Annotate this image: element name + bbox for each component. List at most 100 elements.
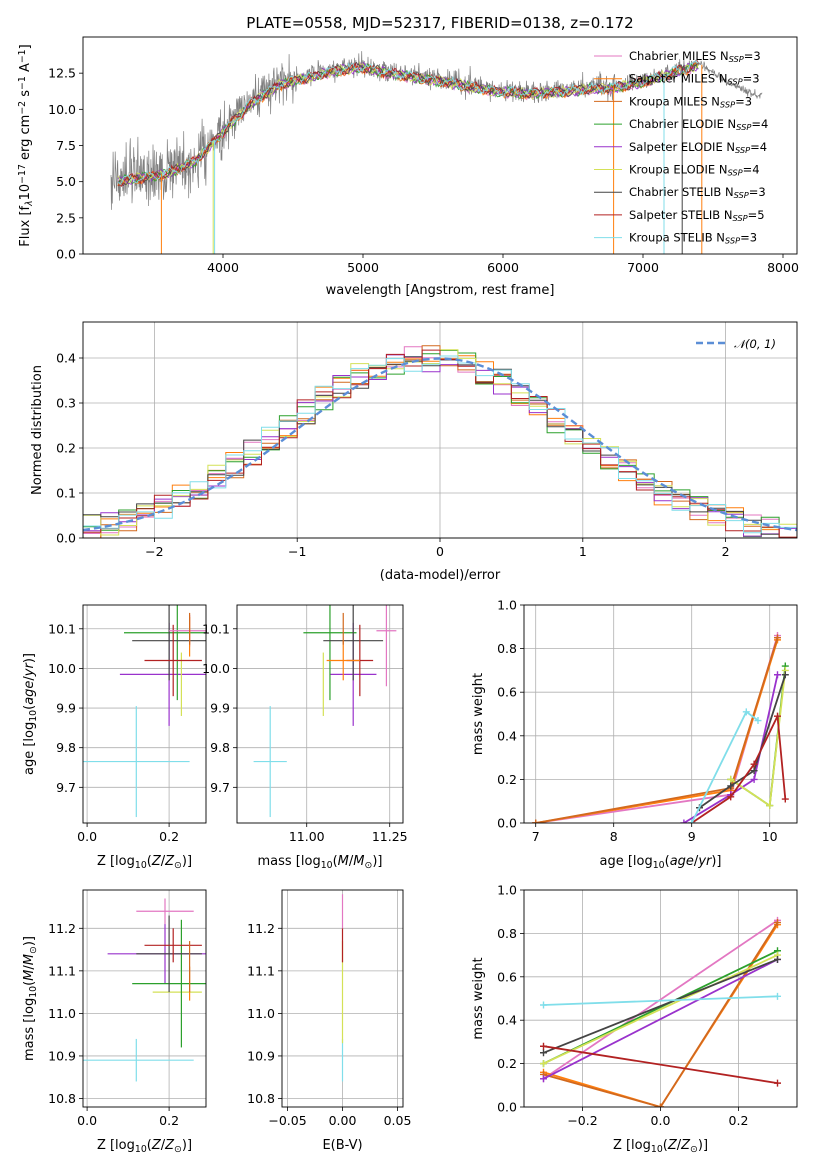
label-part: M (22, 970, 37, 981)
y-tick-label: 0.1 (56, 486, 76, 501)
y-tick-label: 11.1 (48, 963, 76, 978)
x-tick-label: 0.05 (384, 1113, 412, 1128)
ebv-mass-panel: −0.05 0.00 0.05 10.8 10.9 11.0 11.1 11.2 E(B-V) (247, 889, 412, 1153)
label-part: ⊙ (174, 860, 182, 871)
label-part: yr (22, 661, 37, 677)
y-tick-label: 0.0 (56, 531, 76, 546)
label-part: 10 (135, 1144, 147, 1155)
y-tick-label: 9.9 (56, 701, 76, 716)
x-tick-label: 8000 (767, 260, 799, 275)
label-part: ( (663, 1138, 668, 1153)
x-tick-label: 7000 (627, 260, 659, 275)
legend-count: =4 (750, 140, 767, 154)
series-marker (774, 1079, 781, 1087)
series-kroupa-elodie (543, 954, 778, 1065)
y-tick-label: 10.8 (48, 1091, 76, 1106)
label-part: / (349, 854, 354, 869)
x-tick-label: 0.2 (159, 1113, 179, 1128)
legend-sub: SSP (735, 145, 750, 155)
y-tick-label: 0.2 (497, 1056, 517, 1071)
x-tick-label: 5000 (347, 260, 379, 275)
series-chabrier-stelib (698, 674, 787, 809)
x-tick-label: 7 (532, 829, 540, 844)
y-tick-label: 12.5 (48, 66, 76, 81)
series-marker (766, 802, 774, 810)
label-part: E(B-V) (322, 1138, 362, 1153)
y-tick-label: 1.0 (497, 598, 517, 613)
z-age-panel: 0.0 0.29.79.89.910.010.1Z [log10(Z/Z⊙)]ag… (22, 604, 207, 871)
y-tick-label: 0.4 (497, 1013, 517, 1028)
legend-label: Kroupa MILES NSSP=3 (629, 94, 752, 109)
point-chabrier-elodie (124, 605, 206, 701)
x-tick-label: 4000 (207, 260, 239, 275)
x-tick-label: 1 (579, 544, 587, 559)
residuals-xlabel: (data-model)/error (380, 568, 501, 583)
legend-sub: SSP (732, 213, 747, 223)
label-part: −1 (17, 49, 28, 63)
legend-count: =3 (749, 185, 766, 199)
legend-model: Kroupa STELIB (629, 231, 713, 245)
point-salpeter-stelib (144, 928, 202, 963)
z-weight-xlabel: Z [log10(Z/Z⊙)] (613, 1138, 708, 1155)
y-tick-label: 11.0 (48, 1006, 76, 1021)
label-part: Z (151, 854, 162, 869)
legend-n: N (716, 49, 728, 63)
label-part: / (677, 1138, 682, 1153)
label-part: Z [log (613, 1138, 651, 1153)
label-part: mass [log (258, 854, 321, 869)
axes-frame (523, 604, 798, 824)
histogram-kroupa-stelib (83, 355, 797, 536)
axes-frame (82, 36, 798, 255)
label-part: Z (151, 1138, 162, 1153)
label-part: 10 (651, 1144, 663, 1155)
legend-count: =3 (735, 94, 752, 108)
series-chabrier-stelib (543, 958, 778, 1054)
legend-count: =3 (744, 49, 761, 63)
label-part: )] (182, 854, 192, 869)
series-marker (540, 1060, 547, 1068)
y-tick-label: 11.2 (48, 921, 76, 936)
series-marker (774, 712, 781, 720)
legend-sub: SSP (727, 77, 742, 87)
label-part: Z (667, 1138, 678, 1153)
mass-age-xlabel: mass [log10(M/M⊙)] (258, 854, 383, 871)
label-part: Flux [f (18, 205, 33, 246)
series-marker (727, 782, 735, 790)
label-part: 10 (18, 184, 33, 201)
series-marker (680, 819, 688, 823)
label-part: )] (22, 936, 37, 946)
label-part: erg cm (18, 115, 33, 164)
weight-series (540, 916, 781, 1107)
x-tick-label: 0.00 (329, 1113, 357, 1128)
spectrum-ylabel: Flux [fλ10−17 erg cm−2 s−1 A−1] (17, 44, 34, 246)
point-chabrier-stelib (132, 605, 206, 681)
label-part: age (670, 854, 694, 869)
label-part: Z [log (97, 854, 135, 869)
residuals-ylabel: Normed distribution (30, 365, 45, 495)
x-tick-label: 0.0 (651, 1113, 671, 1128)
label-part: )] (372, 854, 382, 869)
legend-model: Chabrier ELODIE (629, 117, 724, 131)
label-part: / (694, 854, 699, 869)
legend-n: N (721, 185, 733, 199)
y-tick-label: 0.2 (56, 441, 76, 456)
y-tick-label: 10.0 (48, 661, 76, 676)
errorbars (83, 898, 206, 1082)
point-kroupa-stelib (83, 1038, 194, 1082)
label-part: Z [log (97, 1138, 135, 1153)
series-salpeter-stelib (543, 1045, 778, 1084)
legend-sub: SSP (727, 168, 742, 178)
y-tick-label: 0.6 (497, 685, 517, 700)
y-tick-label: 0.6 (497, 969, 517, 984)
y-tick-label: 0.8 (497, 641, 517, 656)
spectrum-xlabel: wavelength [Angstrom, rest frame] (326, 283, 555, 298)
label-part: λ (24, 200, 35, 207)
legend-n: N (724, 117, 736, 131)
x-tick-label: −1 (288, 544, 306, 559)
series-kroupa-stelib (543, 995, 778, 1006)
series-marker (727, 775, 735, 783)
x-tick-label: 6000 (487, 260, 519, 275)
label-part: M (22, 954, 37, 965)
z-mass-xlabel: Z [log10(Z/Z⊙)] (97, 1138, 192, 1155)
